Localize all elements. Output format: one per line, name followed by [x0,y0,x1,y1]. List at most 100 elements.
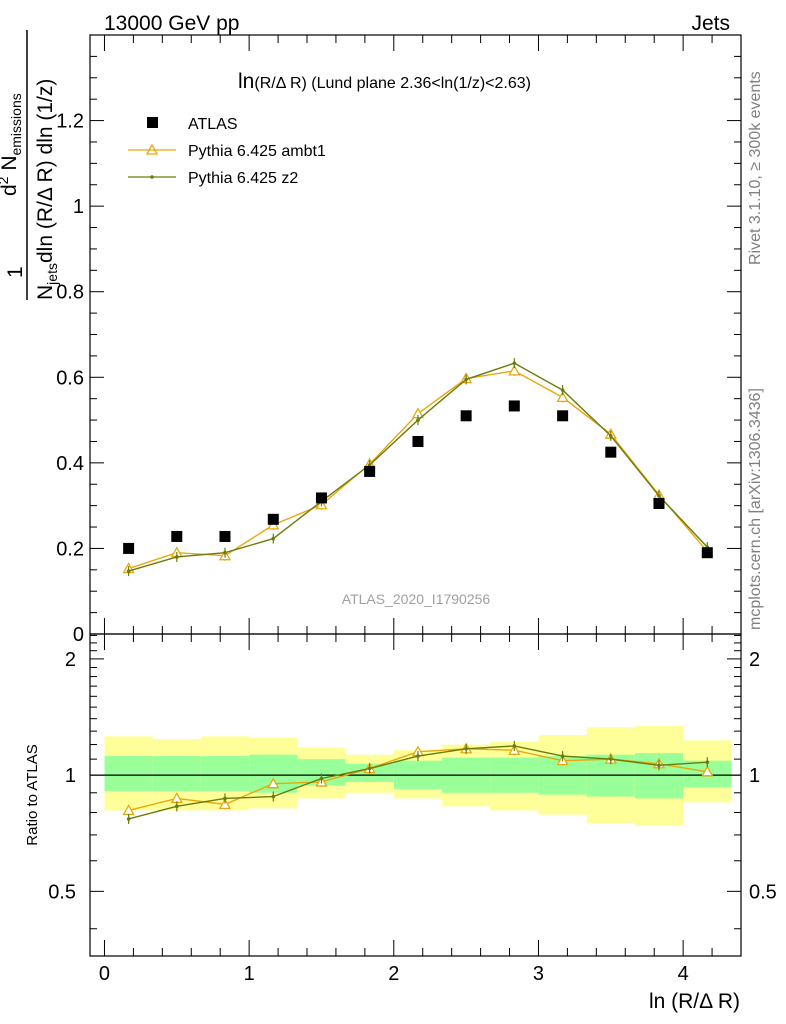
ratio-z2-marker [609,757,613,761]
z2-marker [416,418,420,422]
ratio-y-tick-label-right: 0.5 [749,881,777,903]
x-tick-label: 4 [678,963,689,985]
ylabel-numerator: 1 [4,266,27,278]
main-y-tick-label: 0.2 [56,538,84,560]
ratio-z2-marker [223,796,227,801]
ylabel-jets: jets [44,263,60,286]
ratio-y-tick-label: 0.5 [48,881,76,903]
ratio-y-tick-label-right: 2 [749,649,760,671]
atlas-data-point [219,530,231,542]
z2-marker [512,361,517,365]
ylabel-emissions: emissions [8,93,24,155]
ylabel-dln: dln (R/Δ R) dln (1/z) [34,79,57,263]
ylabel-denominator: Njetsdln (R/Δ R) dln (1/z) [34,79,60,300]
atlas-data-point [412,435,424,447]
ratio-z2-marker [271,794,276,799]
ratio-y-axis-label: Ratio to ATLAS [24,744,41,845]
ratio-z2-marker [560,754,565,758]
atlas-data-point [267,513,279,525]
main-plot-title: ln(R/Δ R) (Lund plane 2.36<ln(1/z)<2.63) [238,70,531,93]
ratio-y-tick-label-right: 1 [749,765,760,787]
ratio-band-inner [104,756,153,791]
ratio-z2-marker [416,754,420,758]
ratio-uncertainty-bands [90,726,741,826]
z2-marker [609,434,613,438]
z2-marker [464,377,468,382]
main-y-tick-label: 0.6 [56,367,84,389]
main-y-tick-label: 1 [73,196,84,218]
atlas-data-point [460,410,472,422]
ratio-band-inner [200,756,250,791]
legend-ambt1-marker [145,143,159,155]
z2-marker [126,569,131,573]
z2-marker [175,555,179,559]
x-axis-label: ln (R/Δ R) [649,990,740,1013]
ratio-z2-marker [464,746,468,751]
analysis-label: ATLAS_2020_I1790256 [342,591,491,607]
ylabel-n: N [34,285,57,300]
legend-atlas-marker [147,117,158,128]
ambt1-marker [508,364,521,376]
legend-ambt1-label: Pythia 6.425 ambt1 [188,143,326,160]
atlas-data-point [508,400,520,412]
ratio-z2-marker [319,776,324,781]
mcplots-label: mcplots.cern.ch [arXiv:1306.3436] [747,388,764,630]
jets-label: Jets [691,12,730,35]
ratio-z2-marker [705,760,710,765]
main-y-axis-label: 1 Njetsdln (R/Δ R) dln (1/z) d2 Nemissio… [0,30,60,300]
ratio-ambt1-marker [701,765,714,777]
legend: ATLAS Pythia 6.425 ambt1 Pythia 6.425 z2 [128,116,326,187]
z2-marker [223,550,227,555]
ratio-z2-marker [657,763,661,768]
ylabel-n2: N [0,156,21,177]
ratio-ambt1-marker [267,777,280,789]
energy-label: 13000 GeV pp [104,12,239,35]
ratio-plot-frame [89,633,742,957]
x-tick-label: 1 [244,963,255,985]
ratio-z2-marker [367,766,372,771]
main-y-tick-label: 0.4 [56,453,84,475]
main-y-tick-label: 0 [73,624,84,646]
ratio-ambt1-marker [218,798,232,809]
ratio-y-tick-label: 1 [65,765,76,787]
z2-marker [271,536,276,541]
ambt1-line [128,370,708,570]
atlas-data-point [557,410,569,422]
ylabel-two: 2 [0,176,11,184]
legend-z2-label: Pythia 6.425 z2 [188,170,298,187]
rivet-label: Rivet 3.1.10, ≥ 300k events [747,71,764,265]
main-y-tick-label: 1.2 [56,111,84,133]
title-ln: ln [238,70,254,93]
atlas-data-point [605,446,617,458]
legend-atlas-label: ATLAS [188,116,238,133]
ratio-y-tick-label: 2 [65,649,76,671]
x-tick-label: 3 [533,963,544,985]
z2-line [128,362,708,572]
z2-marker [657,494,661,498]
atlas-data-point [123,542,135,554]
z2-marker [560,388,565,392]
ylabel-d: d [0,184,21,196]
x-tick-label: 2 [388,963,399,985]
main-axis-ticks: 0 0.2 0.4 0.6 0.8 1 1.2 [56,35,741,646]
ratio-series [122,740,714,824]
main-y-tick-label: 0.8 [56,282,84,304]
atlas-data-point [701,547,713,559]
ratio-band-inner [152,756,201,791]
title-rest: (R/Δ R) (Lund plane 2.36<ln(1/z)<2.63) [254,75,531,92]
x-tick-label: 0 [99,963,110,985]
atlas-data-point [315,492,327,504]
ratio-z2-marker [126,817,131,821]
ratio-z2-marker [175,804,179,809]
ratio-axis-ticks: 0 1 2 3 4 0.5 0.5 1 1 2 2 [48,634,777,985]
ylabel-numerator-d2n: d2 Nemissions [0,93,24,196]
ambt1-marker [556,391,569,403]
main-series [122,358,714,577]
atlas-data-point [364,465,376,477]
z2-marker [367,463,372,467]
atlas-data-point [171,530,183,542]
ratio-z2-marker [512,744,517,748]
atlas-data-point [653,498,665,510]
